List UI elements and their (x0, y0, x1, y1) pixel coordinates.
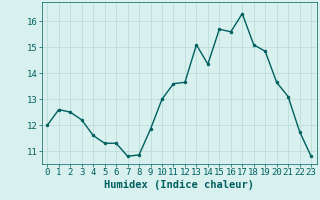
X-axis label: Humidex (Indice chaleur): Humidex (Indice chaleur) (104, 180, 254, 190)
